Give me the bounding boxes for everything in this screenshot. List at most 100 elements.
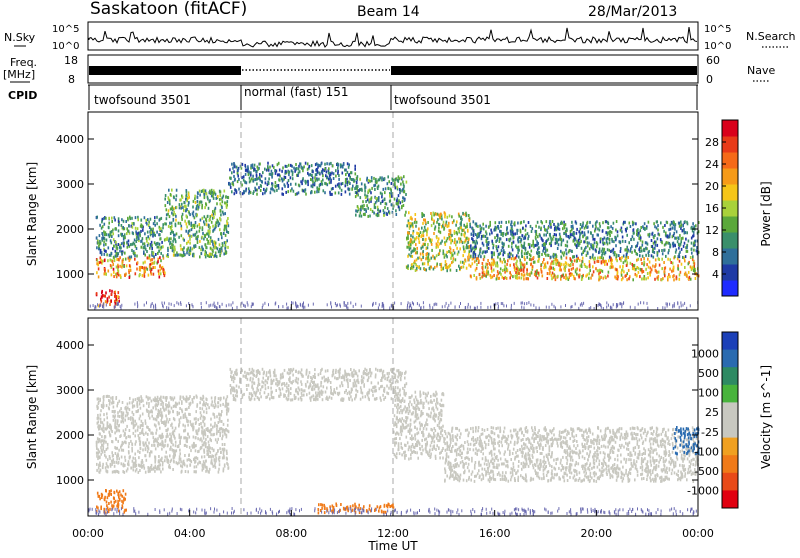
power-cell <box>427 263 429 266</box>
power-noise-cell <box>174 304 175 307</box>
power-cell <box>593 270 595 273</box>
power-cell <box>415 213 417 216</box>
power-cell <box>231 171 233 174</box>
power-cell <box>319 184 321 187</box>
power-noise-cell <box>295 303 296 306</box>
power-cell <box>528 221 530 224</box>
velocity-cell <box>190 420 192 423</box>
power-noise-cell <box>590 306 591 309</box>
power-cell <box>532 265 534 268</box>
power-cell <box>571 273 573 276</box>
power-cell <box>646 227 648 230</box>
power-cell <box>455 258 457 261</box>
velocity-cell <box>161 459 163 462</box>
velocity-cell <box>114 446 116 449</box>
power-noise-cell <box>598 304 599 307</box>
velocity-cell <box>122 470 124 473</box>
power-cell <box>204 206 206 209</box>
power-cell <box>487 263 489 266</box>
power-noise-cell <box>394 302 395 305</box>
velocity-cell <box>134 420 136 423</box>
power-cell <box>587 237 589 240</box>
power-cell <box>362 200 364 203</box>
power-cell <box>316 162 318 165</box>
power-cell <box>198 206 200 209</box>
power-cell <box>508 245 510 248</box>
power-cell <box>394 198 396 201</box>
power-cell <box>199 201 201 204</box>
power-cell <box>512 275 514 278</box>
power-cell <box>421 212 423 215</box>
power-cell <box>460 261 462 264</box>
power-cell <box>634 250 636 253</box>
velocity-cell <box>134 405 136 408</box>
power-cell <box>504 260 506 263</box>
power-cell <box>645 254 647 257</box>
power-cell <box>323 189 325 192</box>
velocity-cell <box>117 503 119 506</box>
power-cell <box>587 226 589 229</box>
velocity-cell <box>171 397 173 400</box>
velocity-cell <box>148 405 150 408</box>
power-cell <box>404 214 406 217</box>
power-cell <box>581 263 583 266</box>
power-cell <box>400 176 402 179</box>
power-cell <box>152 266 154 269</box>
power-cell <box>421 258 423 261</box>
velocity-cell <box>100 446 102 449</box>
velocity-cell <box>135 430 137 433</box>
power-cell <box>680 271 682 274</box>
power-cell <box>332 164 334 167</box>
velocity-cell <box>195 430 197 433</box>
power-cell <box>434 256 436 259</box>
power-cell <box>170 193 172 196</box>
power-ytick-label: 1000 <box>56 268 84 281</box>
power-cell <box>111 252 113 255</box>
velocity-cell <box>173 405 175 408</box>
velocity-cell <box>170 460 172 463</box>
power-cell <box>162 245 164 248</box>
power-cell <box>644 228 646 231</box>
power-cell <box>612 227 614 230</box>
power-cell <box>548 268 550 271</box>
power-cell <box>680 243 682 246</box>
power-cell <box>360 208 362 211</box>
velocity-cell <box>156 398 158 401</box>
power-cell <box>288 164 290 167</box>
power-noise-cell <box>151 304 152 307</box>
velocity-cell <box>171 441 173 444</box>
power-cell <box>521 273 523 276</box>
power-cell <box>662 226 664 229</box>
power-noise-cell <box>282 305 283 308</box>
power-cell <box>160 259 162 262</box>
velocity-cell <box>139 432 141 435</box>
power-cell <box>206 223 208 226</box>
power-cell <box>664 244 666 247</box>
velocity-cell <box>129 397 131 400</box>
power-cell <box>274 185 276 188</box>
power-cell <box>108 296 110 299</box>
power-cell <box>290 164 292 167</box>
power-cell <box>285 170 287 173</box>
power-cell <box>252 166 254 169</box>
velocity-cell <box>117 500 119 503</box>
velocity-cell <box>169 433 171 436</box>
power-cell <box>131 222 133 225</box>
velocity-cell <box>115 452 117 455</box>
power-noise-cell <box>555 306 556 309</box>
power-cell <box>374 206 376 209</box>
velocity-cell <box>125 509 127 512</box>
velocity-cell <box>132 460 134 463</box>
power-cell <box>238 178 240 181</box>
velocity-cell <box>212 433 214 436</box>
power-cell <box>233 175 235 178</box>
power-cell <box>391 192 393 195</box>
power-cell <box>518 256 520 259</box>
power-cell <box>276 184 278 187</box>
power-noise-cell <box>666 302 667 305</box>
power-cell <box>137 261 139 264</box>
power-cell <box>475 242 477 245</box>
power-cell <box>479 232 481 235</box>
power-cell <box>470 244 472 247</box>
power-cell <box>448 233 450 236</box>
